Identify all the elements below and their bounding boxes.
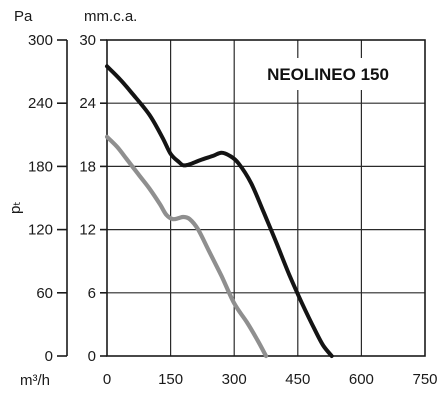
y-left-tick-label: 0 [45, 348, 53, 365]
x-tick-label: 450 [285, 371, 310, 388]
y-left-tick-label: 240 [28, 95, 53, 112]
x-tick-label: 750 [412, 371, 437, 388]
y-left-tick-label: 120 [28, 222, 53, 239]
title-background [248, 58, 408, 90]
x-axis-unit-label: m³/h [20, 372, 50, 389]
y-right-unit-label: mm.c.a. [84, 8, 137, 25]
series-line-1 [105, 64, 334, 358]
y-mm-tick-label: 24 [79, 95, 96, 112]
series-line-2 [104, 134, 269, 359]
y-left-tick-label: 60 [36, 285, 53, 302]
y-mm-tick-label: 30 [79, 32, 96, 49]
series-lines [104, 64, 334, 359]
y-mm-tick-label: 12 [79, 222, 96, 239]
grid [107, 40, 425, 356]
x-tick-label: 150 [158, 371, 183, 388]
chart-title: NEOLINEO 150 [267, 65, 389, 84]
y-left-tick-label: 300 [28, 32, 53, 49]
y-left-unit-label: Pa [14, 8, 33, 25]
x-tick-label: 300 [222, 371, 247, 388]
y-mm-tick-label: 6 [88, 285, 96, 302]
y-axis-label: pₜ [7, 201, 24, 214]
y-mm-tick-label: 0 [88, 348, 96, 365]
x-tick-label: 0 [103, 371, 111, 388]
x-tick-label: 600 [349, 371, 374, 388]
y-mm-tick-label: 18 [79, 158, 96, 175]
y-left-tick-label: 180 [28, 158, 53, 175]
